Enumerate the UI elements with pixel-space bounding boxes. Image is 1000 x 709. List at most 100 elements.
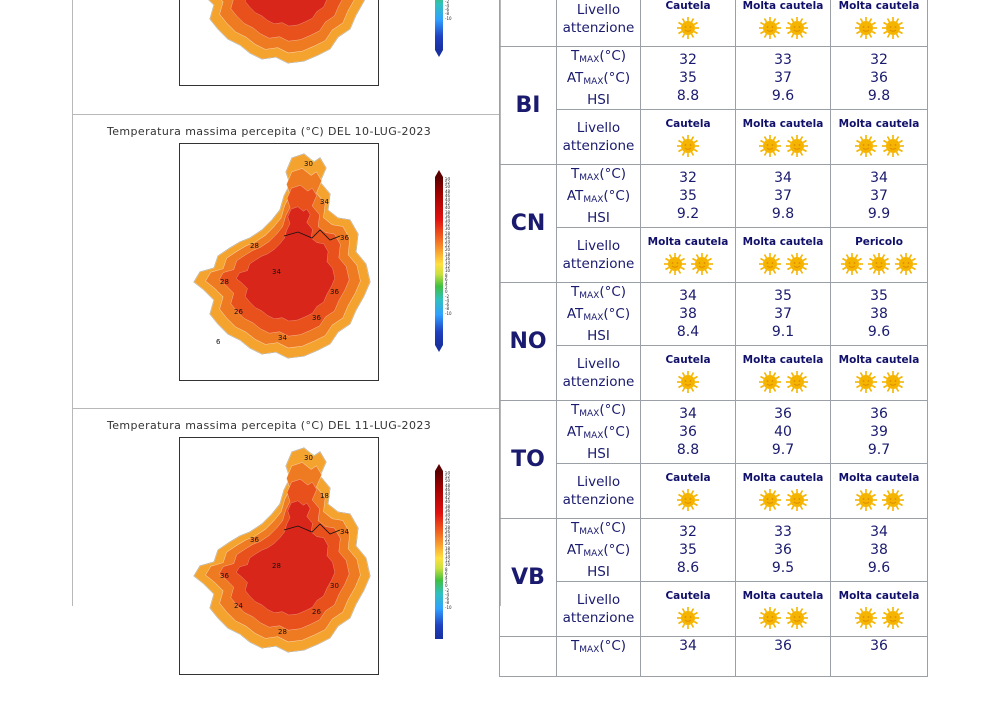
sun-icon	[841, 253, 863, 275]
alert-level-cell: Molta cautela	[735, 0, 831, 47]
isotherm-label: 36	[330, 288, 339, 296]
alert-level-text: Molta cautela	[742, 0, 824, 12]
tmax-symbol: T	[570, 402, 580, 418]
map-title: Temperatura massima percepita (°C) DEL 1…	[107, 419, 432, 432]
sun-icon	[758, 607, 781, 629]
hsi-value: 8.6	[676, 560, 700, 576]
colorbar-tick-label: 48	[445, 188, 451, 194]
tmax-value: 33	[774, 52, 792, 68]
province-code: TO	[499, 400, 557, 519]
colorbar-tick-label: 54	[445, 471, 451, 475]
temperature-map: 363030342226	[179, 0, 379, 86]
level-line1: Livello	[576, 1, 621, 18]
sun-icon	[758, 135, 781, 157]
atmax-symbol: AT	[566, 424, 584, 440]
tmax-unit: (°C)	[599, 520, 627, 536]
alert-sun-icons	[737, 488, 830, 512]
tmax-value: 34	[679, 288, 697, 304]
alert-level-cell: Molta cautela	[830, 463, 928, 519]
isotherm-label: 30	[304, 454, 313, 462]
hsi-value: 9.5	[771, 560, 795, 576]
alert-level-cell: Molta cautela	[735, 227, 831, 283]
alert-sun-icons	[832, 252, 927, 276]
colorbar-tick-label: 28	[445, 230, 451, 236]
level-line1: Livello	[576, 356, 621, 372]
map-graphic: 30 34 36 28 34 28 36 26 36 34 6	[193, 153, 371, 359]
isotherm-label: 30	[330, 582, 339, 590]
sun-icon	[677, 371, 699, 393]
alert-level-text: Molta cautela	[838, 354, 920, 366]
atmax-value: 39	[870, 424, 888, 440]
temperature-band	[245, 0, 327, 27]
colorbar-tick-label: -2	[445, 293, 449, 299]
hsi-label: HSI	[587, 210, 610, 226]
sun-icon	[690, 253, 713, 275]
colorbar-tick-label: 14	[445, 260, 451, 266]
colorbar-tick-label: -6	[445, 596, 449, 602]
tmax-unit: (°C)	[599, 48, 627, 64]
alert-level-text: Pericolo	[855, 236, 903, 248]
isotherm-label: 28	[250, 242, 259, 250]
atmax-value: 38	[679, 306, 697, 322]
atmax-subscript: MAX	[583, 195, 604, 205]
isotherm-label: 34	[320, 198, 329, 206]
map-block-09: 363030342226 545250484644424038363432302…	[73, 0, 500, 114]
sun-icon	[854, 371, 877, 393]
tmax-value: 36	[870, 638, 888, 654]
alert-level-label: Livello attenzione	[556, 581, 641, 637]
isotherm-label: 18	[320, 492, 329, 500]
alert-level-cell: Molta cautela	[640, 227, 736, 283]
alert-sun-icons	[642, 370, 735, 394]
colorbar-tick-label: 18	[445, 251, 451, 257]
map-title: Temperatura massima percepita (°C) DEL 1…	[107, 125, 432, 138]
atmax-value: 38	[870, 542, 888, 558]
hsi-value: 9.6	[867, 324, 891, 340]
colorbar-tick-label: 42	[445, 495, 451, 501]
colorbar-tick-label: 22	[445, 243, 451, 249]
alert-sun-icons	[642, 488, 735, 512]
alert-level-text: Molta cautela	[838, 472, 920, 484]
forecast-values: 33 37 9.6	[735, 46, 831, 110]
tmax-symbol: T	[570, 520, 580, 536]
colorbar-tick-label: 20	[445, 541, 451, 547]
isotherm-label: 28	[272, 562, 281, 570]
parameter-labels: TMAX(°C) ATMAX(°C) HSI	[556, 164, 641, 228]
province-code: NO	[499, 282, 557, 401]
tmax-subscript: MAX	[579, 409, 600, 419]
alert-sun-icons	[832, 16, 927, 40]
alert-level-cell: Cautela	[640, 109, 736, 165]
atmax-value: 36	[679, 424, 697, 440]
sun-icon	[881, 135, 904, 157]
colorbar-tick-label: 38	[445, 209, 451, 215]
alert-sun-icons	[642, 252, 735, 276]
hsi-value: 9.8	[867, 88, 891, 104]
province-code: VB	[499, 518, 557, 637]
colorbar-tick-label: -8	[445, 306, 449, 312]
atmax-value: 38	[870, 306, 888, 322]
alert-sun-icons	[832, 370, 927, 394]
colorbar-tick-label: 10	[445, 562, 451, 568]
tmax-label: TMAX(°C)	[558, 48, 640, 70]
tmax-value: 32	[679, 170, 697, 186]
isotherm-label: 24	[234, 602, 243, 610]
colorbar-tick-label: 28	[445, 524, 451, 530]
sun-icon	[758, 371, 781, 393]
colorbar-tick-label: -2	[445, 587, 449, 593]
colorbar-tick-label: -2	[445, 0, 449, 4]
hsi-value: 9.8	[771, 206, 795, 222]
tmax-symbol: T	[570, 166, 580, 182]
forecast-values: 32 35 9.2	[640, 164, 736, 228]
tmax-value: 34	[679, 406, 697, 422]
tmax-subscript: MAX	[579, 291, 600, 301]
atmax-label: ATMAX(°C)	[558, 423, 640, 445]
alert-sun-icons	[832, 134, 927, 158]
sun-icon	[677, 489, 699, 511]
map-block-11: Temperatura massima percepita (°C) DEL 1…	[73, 408, 500, 709]
colorbar-tick-label: 6	[445, 570, 448, 576]
province-code: CN	[499, 164, 557, 283]
sun-icon	[785, 489, 808, 511]
colorbar-tick-label: 48	[445, 482, 451, 488]
colorbar-tick-label: 24	[445, 239, 451, 245]
colorbar-tick-label: 46	[445, 486, 451, 492]
